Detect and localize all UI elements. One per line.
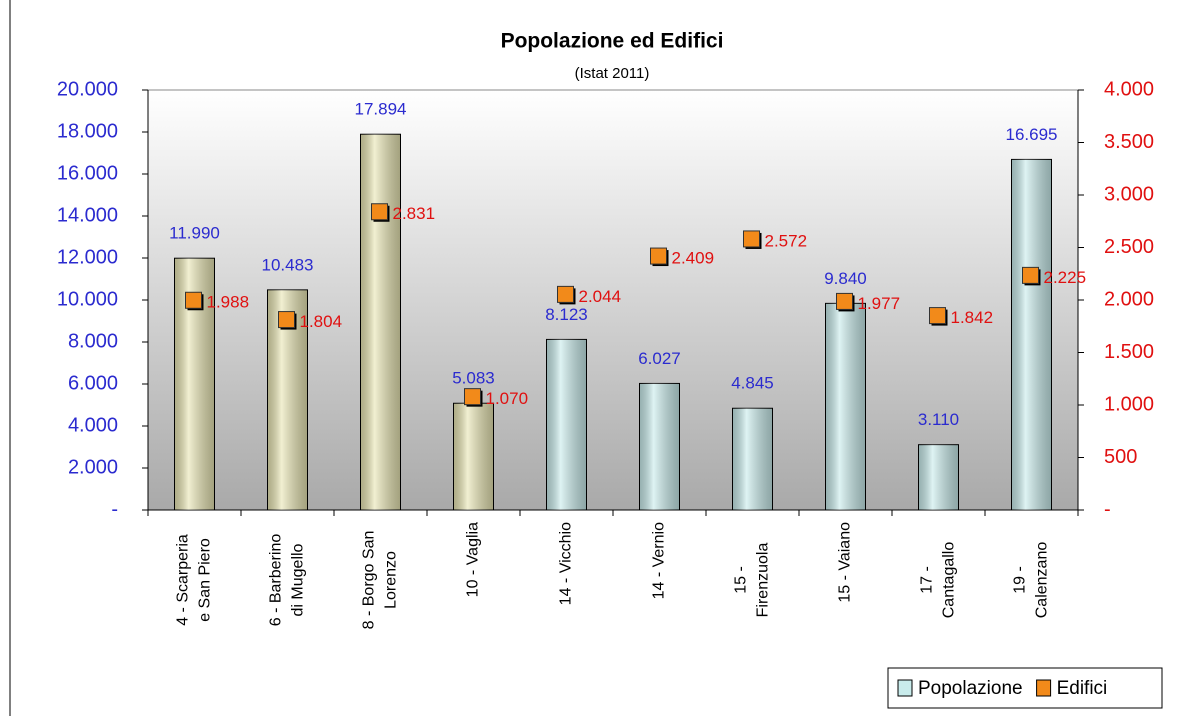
y-tick-label: 20.000: [57, 78, 118, 100]
x-tick-label: 8 - Borgo San: [361, 531, 378, 630]
x-tick-label: Cantagallo: [941, 542, 958, 619]
bar-shine: [360, 134, 401, 510]
data-label: 16.695: [1006, 125, 1058, 144]
y-tick-label: 16.000: [57, 162, 118, 184]
marker: [371, 203, 388, 221]
x-tick-label: Calenzano: [1034, 542, 1051, 619]
y-tick-label: 12.000: [57, 246, 118, 268]
marker: [743, 230, 760, 248]
bar-shine: [732, 408, 773, 510]
data-label: 1.842: [951, 308, 994, 327]
y-tick-label: 8.000: [68, 330, 118, 352]
x-tick-label: 19 -: [1012, 566, 1029, 594]
x-tick-label: di Mugello: [290, 543, 307, 616]
y2-tick-label: 3.500: [1104, 131, 1154, 153]
marker: [929, 307, 946, 325]
legend-label: Popolazione: [918, 678, 1023, 699]
marker: [464, 388, 481, 406]
legend-swatch: [1036, 679, 1052, 697]
marker: [278, 311, 295, 329]
y2-tick-label: 2.500: [1104, 236, 1154, 258]
x-tick-label: 4 - Scarperia: [175, 534, 192, 626]
marker: [650, 247, 667, 265]
x-tick-label: 15 - Vaiano: [837, 522, 854, 603]
data-label: 2.572: [765, 231, 808, 250]
x-tick-label: e San Piero: [197, 538, 214, 622]
y-tick-label: 14.000: [57, 204, 118, 226]
y2-tick-label: 1.500: [1104, 341, 1154, 363]
marker: [1022, 266, 1039, 284]
y2-tick-label: 500: [1104, 446, 1137, 468]
x-tick-label: 14 - Vernio: [651, 522, 668, 599]
data-label: 1.070: [486, 389, 529, 408]
x-tick-label: Lorenzo: [383, 551, 400, 609]
x-tick-label: 14 - Vicchio: [558, 522, 575, 605]
y-tick-label: 4.000: [68, 414, 118, 436]
x-tick-label: 15 -: [733, 566, 750, 594]
x-tick-label: 6 - Barberino: [268, 534, 285, 627]
legend: [887, 667, 1163, 709]
legend-label: Edifici: [1057, 678, 1108, 699]
y2-tick-label: 4.000: [1104, 78, 1154, 100]
data-label: 2.831: [393, 204, 436, 223]
bar-shine: [639, 383, 680, 510]
marker: [557, 285, 574, 303]
data-label: 5.083: [452, 369, 495, 388]
y-tick-label: 2.000: [68, 456, 118, 478]
y2-tick-label: -: [1104, 498, 1111, 520]
data-label: 17.894: [355, 100, 407, 119]
bar-shine: [918, 444, 959, 510]
y-tick-label: 6.000: [68, 372, 118, 394]
x-tick-label: 10 - Vaglia: [465, 522, 482, 597]
y2-tick-label: 3.000: [1104, 183, 1154, 205]
data-label: 6.027: [638, 349, 681, 368]
marker: [836, 292, 853, 310]
chart-title: Popolazione ed Edifici: [501, 30, 724, 53]
marker: [185, 291, 202, 309]
data-label: 1.988: [207, 293, 250, 312]
data-label: 9.840: [824, 269, 867, 288]
legend-swatch: [897, 679, 913, 697]
y2-tick-label: 2.000: [1104, 288, 1154, 310]
y2-tick-label: 1.000: [1104, 393, 1154, 415]
y-tick-label: -: [111, 498, 118, 520]
y-tick-label: 18.000: [57, 120, 118, 142]
chart-subtitle: (Istat 2011): [575, 65, 650, 82]
bar-shine: [1011, 159, 1052, 510]
data-label: 1.804: [300, 312, 343, 331]
data-label: 1.977: [858, 294, 901, 313]
data-label: 2.225: [1044, 268, 1087, 287]
data-label: 2.044: [579, 287, 622, 306]
data-label: 4.845: [731, 374, 774, 393]
x-tick-label: Firenzuola: [755, 543, 772, 618]
data-label: 3.110: [918, 410, 959, 429]
data-label: 8.123: [545, 305, 588, 324]
bar-shine: [825, 303, 866, 510]
y-tick-label: 10.000: [57, 288, 118, 310]
x-tick-label: 17 -: [919, 566, 936, 594]
bar-shine: [546, 339, 587, 510]
bar-shine: [453, 403, 494, 510]
data-label: 2.409: [672, 249, 715, 268]
data-label: 11.990: [169, 224, 220, 243]
data-label: 10.483: [262, 255, 314, 274]
